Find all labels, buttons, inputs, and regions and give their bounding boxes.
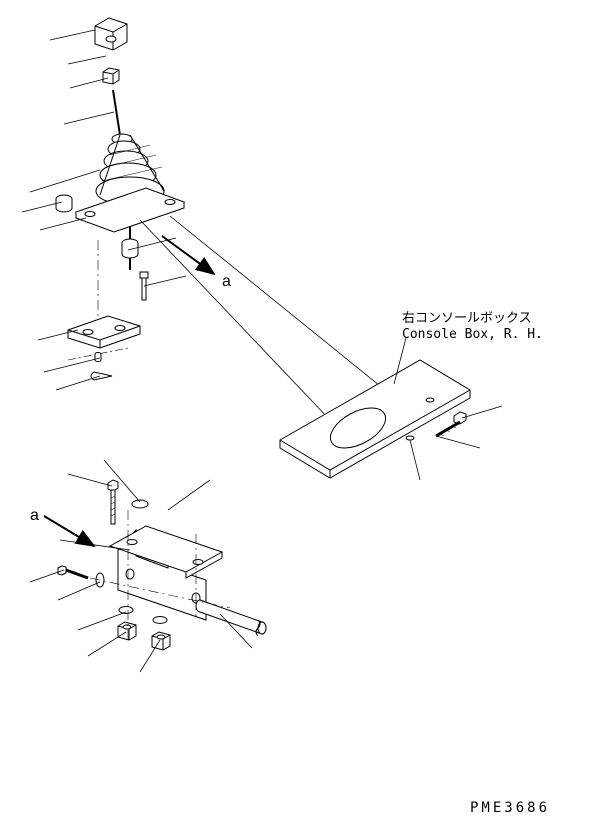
exploded-diagram: a 右コンソールボックス Console Box, R. H. a bbox=[0, 0, 592, 827]
console-box-plate bbox=[280, 360, 470, 478]
lever-shaft-upper bbox=[113, 90, 120, 135]
cotter-pin bbox=[91, 372, 112, 380]
connector-line-1 bbox=[140, 220, 330, 420]
washer-under-right bbox=[153, 617, 167, 624]
arrow-label-a-upper: a bbox=[222, 273, 231, 290]
console-label-jp: 右コンソールボックス bbox=[402, 310, 532, 325]
arrow-a-upper bbox=[162, 236, 214, 274]
washer-top-left bbox=[132, 500, 148, 508]
bracket-pin bbox=[68, 348, 128, 362]
bushing-left bbox=[56, 195, 72, 212]
washer-under-left bbox=[119, 607, 133, 614]
console-label-en: Console Box, R. H. bbox=[402, 327, 543, 342]
console-bolt bbox=[436, 412, 466, 436]
boot-base-plate bbox=[76, 188, 184, 232]
knob-nut bbox=[103, 68, 119, 84]
arrow-label-a-lower: a bbox=[30, 507, 39, 524]
lever-knob bbox=[95, 18, 127, 50]
bolt-short-side bbox=[58, 566, 88, 578]
lower-assembly: a bbox=[30, 460, 266, 672]
nut-right bbox=[152, 632, 170, 650]
upper-assembly: a bbox=[22, 18, 231, 390]
washer-side bbox=[96, 573, 104, 587]
drawing-code: PME3686 bbox=[470, 800, 550, 816]
lever-bracket bbox=[68, 316, 140, 348]
bolt-long-left bbox=[108, 480, 118, 524]
nut-left bbox=[118, 622, 136, 640]
